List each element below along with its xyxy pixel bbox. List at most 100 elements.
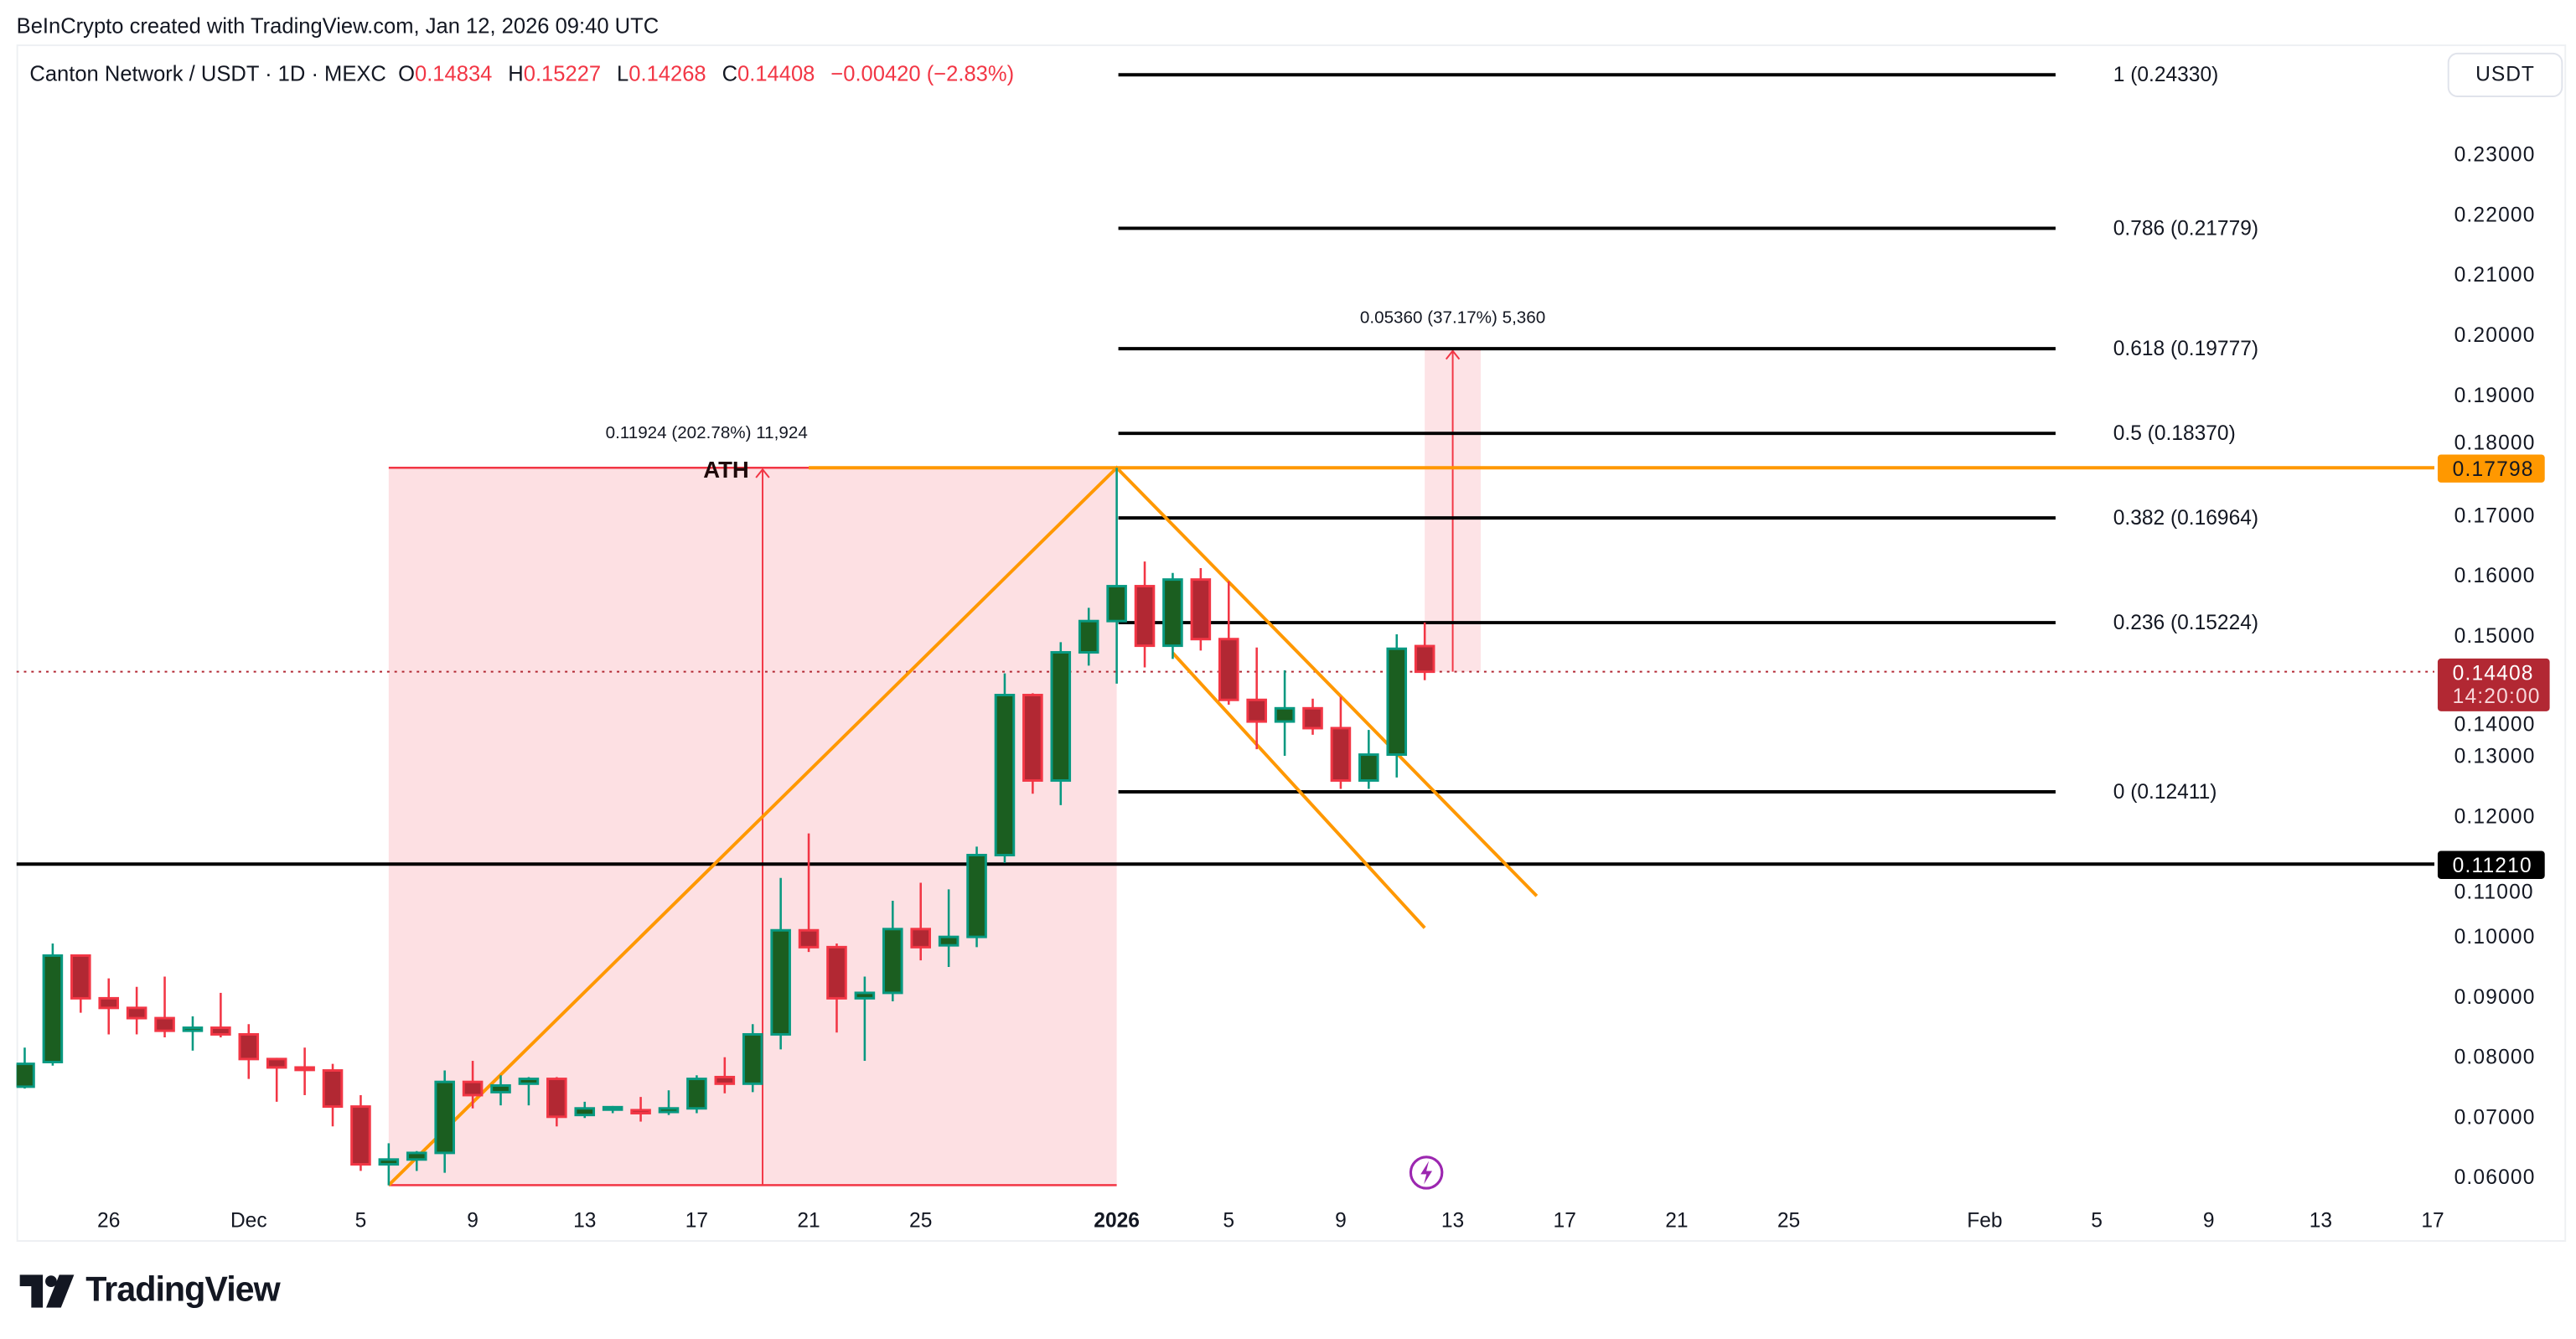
time-tick-label: 25 <box>1777 1209 1800 1232</box>
candle <box>238 1024 260 1079</box>
tradingview-logo-text: TradingView <box>85 1271 281 1310</box>
time-tick-label: Feb <box>1967 1209 2002 1232</box>
currency-button[interactable]: USDT <box>2447 52 2563 97</box>
candle-body <box>658 1107 680 1114</box>
candle-body <box>322 1069 344 1109</box>
price-tick-label: 0.08000 <box>2454 1047 2536 1069</box>
candle <box>686 1075 707 1114</box>
candle <box>406 1150 427 1171</box>
price-tick-label: 0.12000 <box>2454 805 2536 828</box>
tradingview-logo[interactable]: TradingView <box>19 1271 281 1311</box>
candle <box>1218 581 1239 705</box>
candle-body <box>994 694 1016 856</box>
open-label: O <box>398 60 415 86</box>
candle-body <box>266 1057 287 1069</box>
attribution-text: BeInCrypto created with TradingView.com,… <box>16 13 660 39</box>
price-tick-label: 0.06000 <box>2454 1166 2536 1189</box>
ath-price-badge-bg <box>2437 454 2545 483</box>
measure-label: 0.05360 (37.17%) 5,360 <box>1360 308 1545 327</box>
fib-level-label: 0.618 (0.19777) <box>2113 338 2258 360</box>
lightning-event-icon[interactable] <box>1409 1155 1444 1190</box>
channel-lower-line <box>1171 651 1426 929</box>
candle-body <box>434 1080 455 1155</box>
candle <box>1358 730 1379 789</box>
candle <box>1274 670 1296 757</box>
time-tick-label: 5 <box>2091 1209 2103 1232</box>
price-tick-label: 0.13000 <box>2454 746 2536 768</box>
fib-level-label: 0.236 (0.15224) <box>2113 612 2258 634</box>
candle <box>98 978 120 1035</box>
candle-body <box>714 1075 736 1085</box>
candle <box>42 944 64 1066</box>
fib-level-label: 0.5 (0.18370) <box>2113 422 2236 445</box>
price-tick-label: 0.09000 <box>2454 986 2536 1009</box>
candle <box>798 833 820 953</box>
candle-body <box>294 1066 315 1072</box>
candle <box>714 1057 736 1093</box>
candle-body <box>742 1032 763 1085</box>
candle-body <box>910 928 931 949</box>
price-tick-label: 0.10000 <box>2454 926 2536 949</box>
candle-body <box>826 945 847 1000</box>
candle <box>490 1075 511 1106</box>
support-price-badge: 0.11210 <box>2453 855 2532 877</box>
fib-level-label: 0 (0.12411) <box>2113 781 2217 804</box>
candle-body <box>1078 619 1099 654</box>
ath-price-badge: 0.17798 <box>2453 458 2534 481</box>
ath-label: ATH <box>703 457 748 483</box>
time-tick-label: 17 <box>1554 1209 1576 1232</box>
candle-body <box>350 1105 371 1166</box>
symbol-legend: Canton Network / USDT · 1D · MEXC O0.148… <box>29 61 1024 85</box>
candle-body <box>238 1032 260 1061</box>
open-value: 0.14834 <box>414 60 493 86</box>
high-label: H <box>508 60 524 86</box>
candle <box>546 1077 567 1127</box>
candle-body <box>966 854 987 938</box>
candle <box>742 1024 763 1093</box>
candle-body <box>1274 706 1296 723</box>
measure-label: 0.11924 (202.78%) 11,924 <box>606 423 808 442</box>
low-value: 0.14268 <box>628 60 706 86</box>
time-tick-label: 17 <box>2421 1209 2444 1232</box>
symbol-title[interactable]: Canton Network / USDT · 1D · MEXC <box>29 60 386 86</box>
time-tick-label: 21 <box>1665 1209 1688 1232</box>
candle-body <box>16 1062 35 1088</box>
candle <box>1330 696 1352 789</box>
candle-body <box>462 1080 484 1097</box>
candle-body <box>574 1107 596 1117</box>
candle <box>126 986 147 1035</box>
candle-body <box>1246 698 1267 723</box>
candle <box>1050 642 1072 805</box>
candle <box>1414 622 1435 680</box>
measure-arrow-head <box>755 468 770 478</box>
candle-body <box>98 996 120 1010</box>
countdown-label: 14:20:00 <box>2453 685 2541 708</box>
candle-body <box>210 1026 231 1036</box>
candle-body <box>546 1078 567 1119</box>
candle-body <box>1022 694 1043 782</box>
candle <box>602 1105 623 1114</box>
candle <box>1022 693 1043 794</box>
lightning-bolt <box>1420 1161 1433 1185</box>
candle <box>378 1143 400 1186</box>
candle <box>182 1016 204 1051</box>
fib-level-label: 0.786 (0.21779) <box>2113 217 2258 240</box>
candle-body <box>518 1078 540 1085</box>
low-label: L <box>617 60 629 86</box>
candle <box>1106 468 1127 684</box>
candle-body <box>854 991 876 1000</box>
candle-body <box>686 1078 707 1110</box>
candle-body <box>378 1158 400 1166</box>
candle <box>210 992 231 1038</box>
candle-body <box>798 928 820 949</box>
candle-body <box>1358 753 1379 782</box>
time-tick-label: 9 <box>1335 1209 1347 1232</box>
candle <box>462 1061 484 1109</box>
last-price-badge-bg <box>2437 658 2550 711</box>
price-tick-label: 0.19000 <box>2454 385 2536 407</box>
time-tick-label: 9 <box>467 1209 478 1232</box>
price-tick-label: 0.15000 <box>2454 625 2536 648</box>
candle-body <box>1414 644 1435 674</box>
time-axis: 26 Dec 5 9 13 17 21 25 2026 5 9 13 17 21 25 Feb 5 9 13 17 <box>97 1209 2444 1232</box>
